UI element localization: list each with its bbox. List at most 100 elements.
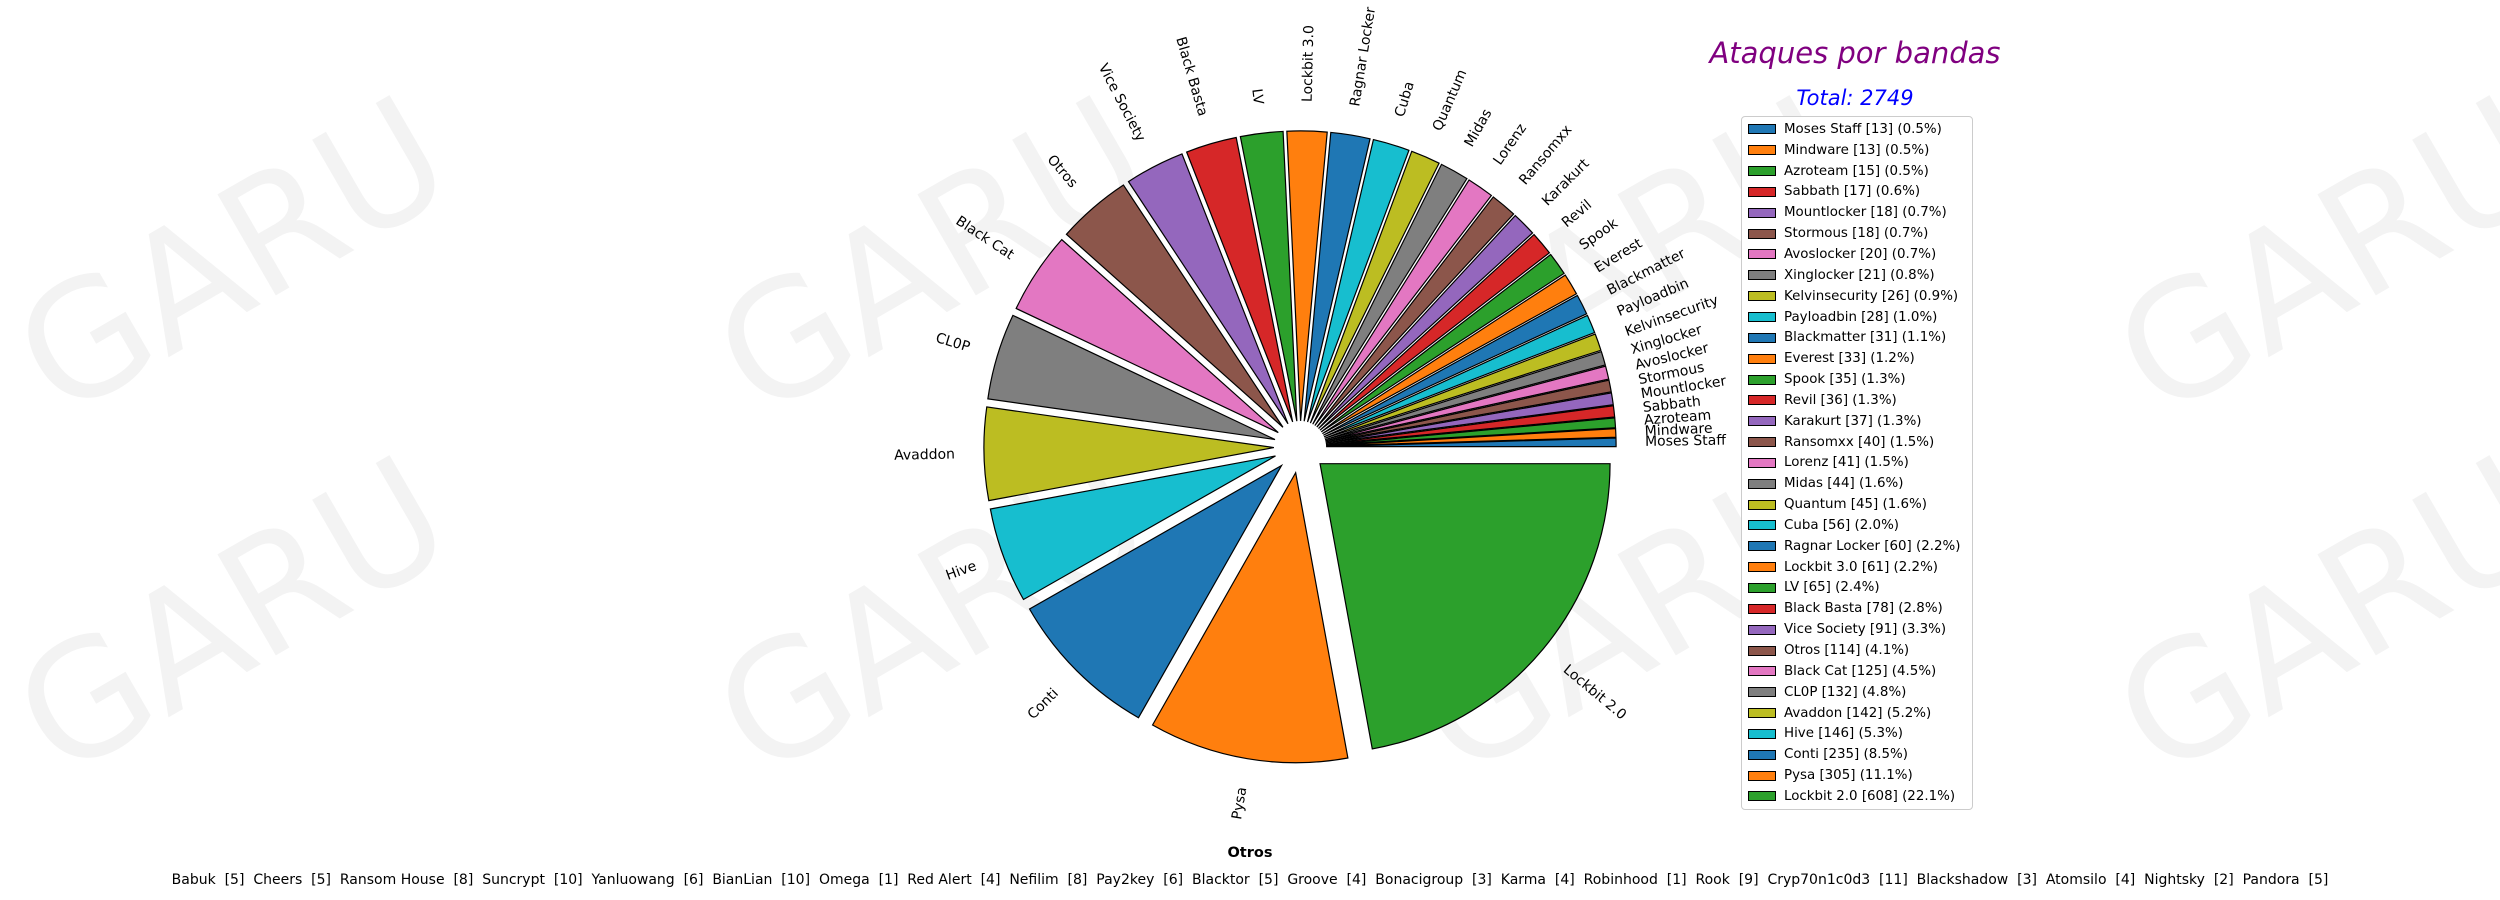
chart-legend: Moses Staff [13] (0.5%) Mindware [13] (0.… <box>1741 116 1973 810</box>
slice-label: Avaddon <box>894 446 955 463</box>
pie-slice <box>1324 350 1606 441</box>
legend-swatch <box>1748 728 1776 739</box>
pie-slice <box>1127 153 1289 425</box>
slice-label: Sabbath <box>1642 394 1702 416</box>
legend-swatch <box>1748 312 1776 323</box>
legend-label: Ragnar Locker [60] (2.2%) <box>1784 538 1961 554</box>
legend-item: Ransomxx [40] (1.5%) <box>1748 432 1966 453</box>
slice-label: Hive <box>944 558 979 584</box>
legend-item: CL0P [132] (4.8%) <box>1748 682 1966 703</box>
legend-swatch <box>1748 562 1776 573</box>
pie-slice <box>1325 379 1612 443</box>
slice-label: Otros <box>1044 152 1081 191</box>
legend-item: Lockbit 2.0 [608] (22.1%) <box>1748 786 1966 807</box>
pie-slice <box>1028 463 1284 719</box>
legend-item: Lockbit 3.0 [61] (2.2%) <box>1748 557 1966 578</box>
legend-swatch <box>1748 520 1776 531</box>
legend-swatch <box>1748 166 1776 177</box>
legend-item: Blackmatter [31] (1.1%) <box>1748 327 1966 348</box>
legend-label: Hive [146] (5.3%) <box>1784 726 1903 742</box>
pie-slice <box>1324 333 1602 439</box>
legend-item: Everest [33] (1.2%) <box>1748 348 1966 369</box>
legend-item: Quantum [45] (1.6%) <box>1748 494 1966 515</box>
slice-label: LV <box>1248 88 1266 106</box>
legend-label: CL0P [132] (4.8%) <box>1784 684 1907 700</box>
legend-swatch <box>1748 666 1776 677</box>
pie-slice <box>1309 150 1440 424</box>
pie-slice <box>1151 471 1349 764</box>
legend-swatch <box>1748 708 1776 719</box>
pie-slice <box>987 314 1276 441</box>
legend-swatch <box>1748 207 1776 218</box>
legend-swatch <box>1748 687 1776 698</box>
legend-item: LV [65] (2.4%) <box>1748 578 1966 599</box>
legend-swatch <box>1748 603 1776 614</box>
legend-swatch <box>1748 332 1776 343</box>
legend-label: Midas [44] (1.6%) <box>1784 476 1904 492</box>
legend-swatch <box>1748 791 1776 802</box>
legend-label: Pysa [305] (11.1%) <box>1784 768 1913 784</box>
legend-label: Revil [36] (1.3%) <box>1784 392 1897 408</box>
legend-item: Mountlocker [18] (0.7%) <box>1748 202 1966 223</box>
chart-title: Ataques por bandas <box>1709 36 2001 70</box>
slice-label: Midas <box>1462 106 1496 149</box>
legend-label: Xinglocker [21] (0.8%) <box>1784 267 1935 283</box>
legend-swatch <box>1748 291 1776 302</box>
otros-breakdown: Babuk [5] Cheers [5] Ransom House [8] Su… <box>171 872 2329 888</box>
legend-item: Stormous [18] (0.7%) <box>1748 223 1966 244</box>
slice-label: Cuba <box>1392 80 1418 119</box>
legend-label: Otros [114] (4.1%) <box>1784 643 1910 659</box>
slice-label: Pysa <box>1229 786 1250 821</box>
legend-item: Xinglocker [21] (0.8%) <box>1748 265 1966 286</box>
legend-swatch <box>1748 124 1776 135</box>
pie-slice <box>1318 214 1534 430</box>
legend-item: Mindware [13] (0.5%) <box>1748 140 1966 161</box>
slice-label: Lorenz <box>1490 121 1530 168</box>
legend-swatch <box>1748 270 1776 281</box>
legend-label: Avaddon [142] (5.2%) <box>1784 705 1932 721</box>
pie-slice <box>1015 238 1279 434</box>
slice-label: Moses Staff <box>1645 433 1726 450</box>
legend-label: Quantum [45] (1.6%) <box>1784 497 1927 513</box>
legend-item: Ragnar Locker [60] (2.2%) <box>1748 536 1966 557</box>
legend-label: Kelvinsecurity [26] (0.9%) <box>1784 288 1959 304</box>
legend-item: Conti [235] (8.5%) <box>1748 744 1966 765</box>
pie-slice <box>1325 392 1614 444</box>
legend-label: Black Cat [125] (4.5%) <box>1784 663 1937 679</box>
legend-item: Karakurt [37] (1.3%) <box>1748 411 1966 432</box>
legend-label: Lockbit 3.0 [61] (2.2%) <box>1784 559 1939 575</box>
pie-slice <box>1286 130 1328 421</box>
pie-slice <box>1323 294 1588 436</box>
pie-slice <box>1314 179 1493 426</box>
slice-label: Ragnar Locker <box>1347 6 1379 108</box>
legend-item: Avaddon [142] (5.2%) <box>1748 703 1966 724</box>
legend-swatch <box>1748 624 1776 635</box>
pie-slice <box>1303 131 1371 422</box>
slice-label: Revil <box>1559 197 1595 231</box>
legend-label: Cuba [56] (2.0%) <box>1784 517 1900 533</box>
legend-swatch <box>1748 749 1776 760</box>
pie-slice <box>983 406 1275 502</box>
legend-label: Lockbit 2.0 [608] (22.1%) <box>1784 788 1956 804</box>
slice-label: Mindware <box>1644 421 1712 440</box>
legend-label: LV [65] (2.4%) <box>1784 580 1880 596</box>
legend-label: Mountlocker [18] (0.7%) <box>1784 205 1947 221</box>
legend-swatch <box>1748 186 1776 197</box>
legend-item: Midas [44] (1.6%) <box>1748 473 1966 494</box>
legend-swatch <box>1748 499 1776 510</box>
pie-slice <box>1319 233 1551 431</box>
legend-item: Avoslocker [20] (0.7%) <box>1748 244 1966 265</box>
legend-label: Karakurt [37] (1.3%) <box>1784 413 1922 429</box>
legend-item: Hive [146] (5.3%) <box>1748 723 1966 744</box>
legend-swatch <box>1748 416 1776 427</box>
legend-item: Otros [114] (4.1%) <box>1748 640 1966 661</box>
slice-label: Quantum <box>1430 67 1471 133</box>
pie-slice <box>1185 136 1294 423</box>
slice-label: Lockbit 2.0 <box>1560 662 1629 724</box>
legend-item: Sabbath [17] (0.6%) <box>1748 182 1966 203</box>
legend-swatch <box>1748 395 1776 406</box>
legend-swatch <box>1748 145 1776 156</box>
slice-label: Black Basta <box>1172 35 1210 118</box>
legend-label: Avoslocker [20] (0.7%) <box>1784 246 1937 262</box>
